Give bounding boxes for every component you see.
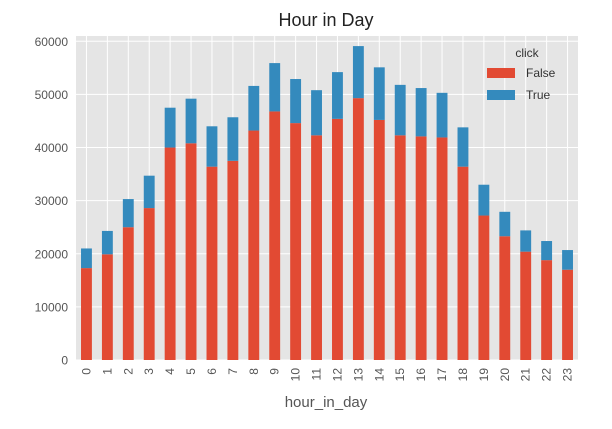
bar-true-hour-5 xyxy=(185,98,197,144)
bar-false-hour-18 xyxy=(457,166,469,360)
legend-label-false: False xyxy=(526,66,556,80)
bar-true-hour-3 xyxy=(143,175,155,209)
x-tick-label: 4 xyxy=(163,368,177,375)
x-tick-label: 9 xyxy=(268,368,282,375)
y-tick-label: 10000 xyxy=(35,300,69,314)
y-tick-label: 0 xyxy=(61,354,68,368)
x-tick-label: 1 xyxy=(100,368,114,375)
x-tick-label: 19 xyxy=(477,368,491,382)
bar-false-hour-5 xyxy=(185,143,197,360)
y-axis: 0 10000 20000 30000 40000 50000 60000 xyxy=(35,35,69,368)
bar-true-hour-9 xyxy=(269,63,281,112)
bar-false-hour-14 xyxy=(373,119,385,360)
bar-false-hour-12 xyxy=(332,118,343,361)
x-tick-label: 6 xyxy=(205,368,219,375)
x-tick-label: 0 xyxy=(79,368,93,375)
bar-true-hour-8 xyxy=(248,85,260,131)
x-axis: 0 1 2 3 4 5 6 7 8 9 10 11 12 13 14 15 16 17 18 19 20 21 22 23 xyxy=(79,368,574,382)
bars xyxy=(81,46,573,361)
x-tick-label: 15 xyxy=(393,368,407,382)
bar-false-hour-23 xyxy=(562,269,573,360)
x-tick-label: 22 xyxy=(540,368,554,382)
bar-true-hour-18 xyxy=(457,127,469,167)
bar-true-hour-22 xyxy=(541,241,553,261)
bar-false-hour-7 xyxy=(227,160,239,360)
bar-false-hour-4 xyxy=(164,147,176,360)
bar-true-hour-6 xyxy=(206,126,218,167)
bar-false-hour-19 xyxy=(478,215,490,360)
y-tick-label: 60000 xyxy=(35,35,69,49)
bar-true-hour-10 xyxy=(290,79,302,124)
bar-true-hour-13 xyxy=(352,46,364,99)
bar-true-hour-7 xyxy=(227,117,239,161)
bar-false-hour-22 xyxy=(541,260,553,360)
legend-label-true: True xyxy=(526,88,551,102)
bar-false-hour-0 xyxy=(81,268,92,360)
bar-false-hour-6 xyxy=(206,166,218,360)
bar-true-hour-17 xyxy=(436,92,448,138)
bar-false-hour-2 xyxy=(122,227,134,360)
legend-swatch-true xyxy=(487,90,515,100)
legend: click False True xyxy=(487,46,556,102)
y-tick-label: 30000 xyxy=(35,194,69,208)
bar-true-hour-21 xyxy=(520,230,532,252)
bar-true-hour-2 xyxy=(122,199,134,228)
bar-true-hour-1 xyxy=(101,230,113,255)
legend-title: click xyxy=(515,46,539,60)
legend-swatch-false xyxy=(487,68,515,78)
bar-false-hour-3 xyxy=(143,208,155,360)
bar-true-hour-4 xyxy=(164,107,176,148)
x-tick-label: 13 xyxy=(351,368,365,382)
bar-true-hour-12 xyxy=(332,72,343,119)
x-tick-label: 18 xyxy=(456,368,470,382)
x-tick-label: 20 xyxy=(498,368,512,382)
bar-false-hour-8 xyxy=(248,130,260,360)
x-tick-label: 11 xyxy=(310,368,324,381)
bar-false-hour-17 xyxy=(436,137,448,360)
bar-true-hour-11 xyxy=(311,90,322,136)
x-tick-label: 3 xyxy=(142,368,156,375)
bar-true-hour-16 xyxy=(415,88,427,137)
x-tick-label: 8 xyxy=(247,368,261,375)
x-tick-label: 21 xyxy=(519,368,533,382)
bar-false-hour-10 xyxy=(290,123,302,360)
bar-false-hour-11 xyxy=(311,135,322,360)
bar-false-hour-16 xyxy=(415,136,427,360)
x-tick-label: 12 xyxy=(330,368,344,382)
y-tick-label: 50000 xyxy=(35,88,69,102)
x-tick-label: 23 xyxy=(561,368,575,382)
x-tick-label: 2 xyxy=(121,368,135,375)
chart-title: Hour in Day xyxy=(278,10,373,30)
bar-true-hour-14 xyxy=(373,67,385,120)
x-tick-label: 7 xyxy=(226,368,240,375)
x-tick-label: 17 xyxy=(435,368,449,382)
x-tick-label: 5 xyxy=(184,368,198,375)
bar-false-hour-13 xyxy=(352,98,364,361)
x-tick-label: 10 xyxy=(289,368,303,382)
bar-true-hour-19 xyxy=(478,184,490,216)
x-tick-label: 16 xyxy=(414,368,428,382)
y-tick-label: 40000 xyxy=(35,141,69,155)
bar-false-hour-1 xyxy=(101,254,113,360)
bar-true-hour-15 xyxy=(394,84,406,136)
bar-true-hour-23 xyxy=(562,250,573,270)
bar-false-hour-9 xyxy=(269,111,281,361)
bar-false-hour-20 xyxy=(499,236,511,360)
x-tick-label: 14 xyxy=(372,368,386,382)
bar-false-hour-15 xyxy=(394,135,406,360)
x-axis-label: hour_in_day xyxy=(285,394,368,411)
bar-false-hour-21 xyxy=(520,251,532,360)
y-tick-label: 20000 xyxy=(35,247,69,261)
bar-true-hour-0 xyxy=(81,248,92,269)
bar-true-hour-20 xyxy=(499,211,511,237)
